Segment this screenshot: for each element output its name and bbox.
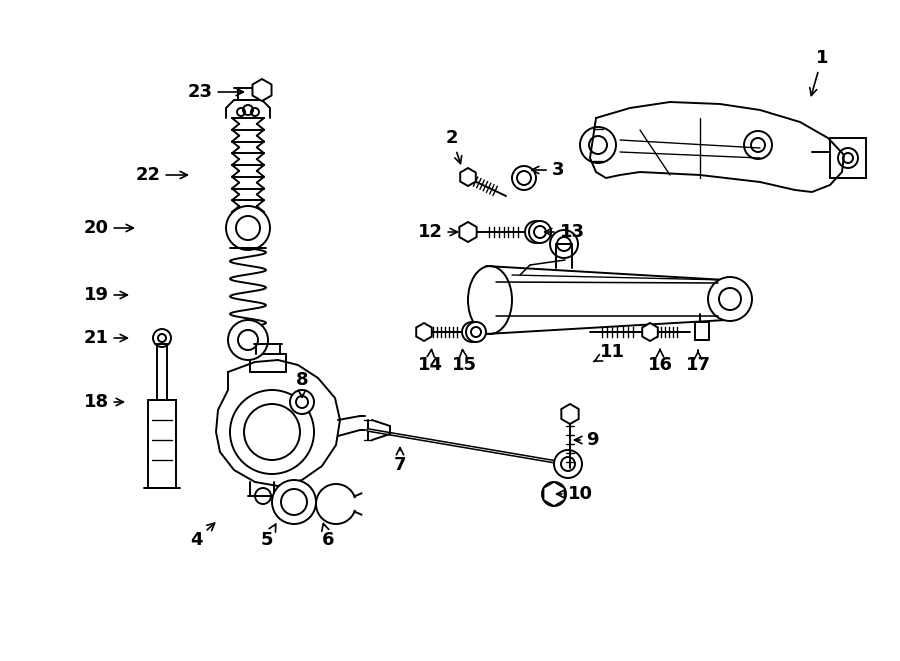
Text: 15: 15 — [452, 350, 476, 374]
Circle shape — [238, 330, 258, 350]
Circle shape — [512, 166, 536, 190]
Circle shape — [548, 488, 560, 500]
Circle shape — [226, 206, 270, 250]
Circle shape — [542, 482, 566, 506]
Bar — [830, 138, 866, 178]
Text: 17: 17 — [686, 350, 710, 374]
Text: 1: 1 — [810, 49, 828, 96]
Circle shape — [525, 221, 547, 243]
Circle shape — [534, 226, 546, 238]
Polygon shape — [253, 79, 272, 101]
Text: 12: 12 — [418, 223, 457, 241]
Circle shape — [719, 288, 741, 310]
Polygon shape — [459, 222, 477, 242]
Text: 8: 8 — [296, 371, 309, 397]
Text: 16: 16 — [647, 350, 672, 374]
Text: 7: 7 — [394, 447, 406, 474]
Text: 18: 18 — [84, 393, 123, 411]
Text: 21: 21 — [84, 329, 128, 347]
Circle shape — [466, 322, 486, 342]
Circle shape — [296, 396, 308, 408]
Circle shape — [471, 327, 481, 337]
Circle shape — [467, 327, 477, 337]
Text: 6: 6 — [322, 524, 334, 549]
Circle shape — [272, 480, 316, 524]
Text: 22: 22 — [136, 166, 187, 184]
Circle shape — [554, 450, 582, 478]
Circle shape — [236, 216, 260, 240]
Text: 9: 9 — [574, 431, 599, 449]
Bar — [148, 400, 176, 488]
Polygon shape — [643, 323, 658, 341]
Ellipse shape — [468, 266, 512, 334]
Circle shape — [228, 320, 268, 360]
Circle shape — [290, 390, 314, 414]
Text: 3: 3 — [532, 161, 564, 179]
Polygon shape — [544, 482, 564, 506]
Circle shape — [529, 221, 551, 243]
Text: 23: 23 — [187, 83, 243, 101]
Text: 10: 10 — [556, 485, 592, 503]
Text: 2: 2 — [446, 129, 462, 163]
Circle shape — [530, 226, 542, 238]
Text: 13: 13 — [544, 223, 584, 241]
Text: 14: 14 — [418, 350, 443, 374]
Polygon shape — [416, 323, 432, 341]
Polygon shape — [562, 404, 579, 424]
Circle shape — [517, 171, 531, 185]
Bar — [695, 322, 709, 340]
Polygon shape — [460, 168, 476, 186]
Text: 5: 5 — [261, 524, 275, 549]
Text: 4: 4 — [190, 523, 214, 549]
Circle shape — [462, 322, 482, 342]
Text: 19: 19 — [84, 286, 128, 304]
Bar — [250, 354, 286, 372]
Text: 11: 11 — [594, 343, 625, 362]
Text: 20: 20 — [84, 219, 133, 237]
Circle shape — [561, 457, 575, 471]
Circle shape — [708, 277, 752, 321]
Circle shape — [281, 489, 307, 515]
